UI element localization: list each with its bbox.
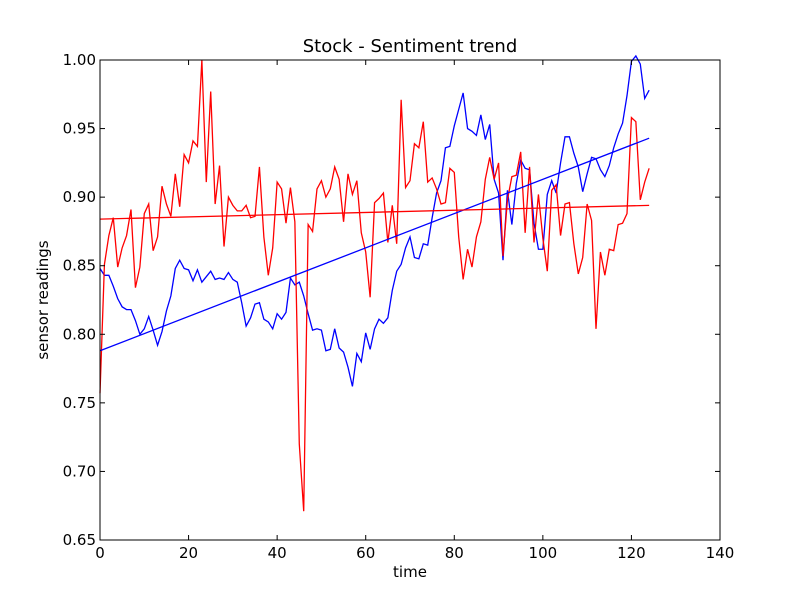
y-tick-label: 0.95	[63, 120, 96, 138]
x-axis-label: time	[393, 563, 427, 581]
series-line-sentiment	[99, 59, 650, 512]
x-tick-label: 40	[268, 544, 287, 562]
y-tick-label: 0.75	[63, 394, 96, 412]
plot-lines	[99, 54, 650, 512]
series-line-stock	[99, 54, 650, 387]
x-tick-label: 60	[356, 544, 375, 562]
axis-ticks: 0 20 40 60 80 100 120 140 0.65 0.70 0.75 0.80 0.85 0.…	[63, 51, 735, 562]
x-tick-label: 0	[95, 544, 105, 562]
x-tick-label: 100	[529, 544, 558, 562]
y-tick-label: 0.70	[63, 462, 96, 480]
y-tick-label: 1.00	[63, 51, 96, 69]
chart-title: Stock - Sentiment trend	[303, 36, 518, 57]
plot-frame	[99, 59, 721, 541]
y-tick-label: 0.90	[63, 188, 96, 206]
series-line-sentiment-trend	[99, 204, 650, 220]
y-axis-label: sensor readings	[34, 240, 52, 359]
x-tick-label: 20	[179, 544, 198, 562]
y-tick-label: 0.80	[63, 325, 96, 343]
series-line-stock-trend	[99, 137, 650, 352]
y-tick-label: 0.85	[63, 257, 96, 275]
y-tick-label: 0.65	[63, 531, 96, 549]
x-tick-label: 140	[706, 544, 735, 562]
x-tick-label: 80	[445, 544, 464, 562]
x-tick-label: 120	[617, 544, 646, 562]
